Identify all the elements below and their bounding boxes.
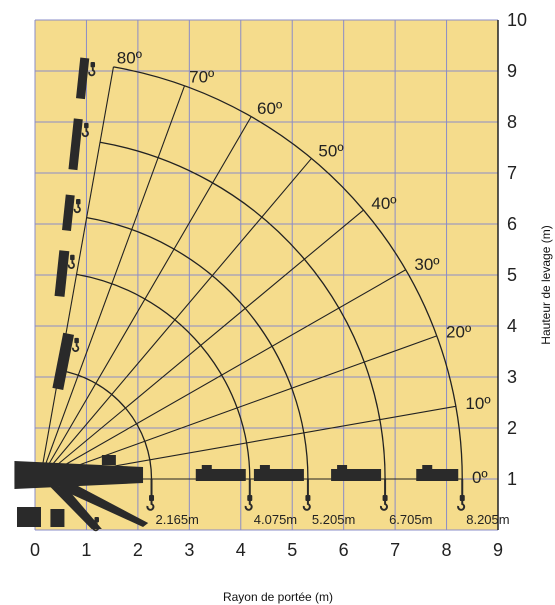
boom-section	[195, 469, 246, 481]
y-tick-label: 5	[507, 265, 517, 285]
hook-icon	[73, 198, 81, 214]
grid	[34, 19, 499, 531]
x-tick-label: 2	[133, 540, 143, 560]
boom-cap	[422, 465, 433, 471]
x-tick-label: 3	[184, 540, 194, 560]
y-tick-label: 9	[507, 61, 517, 81]
reach-label: 5.205m	[312, 512, 355, 527]
reach-label: 6.705m	[389, 512, 432, 527]
reach-label: 4.075m	[254, 512, 297, 527]
y-tick-label: 10	[507, 10, 527, 30]
x-tick-label: 0	[30, 540, 40, 560]
angle-label: 30º	[414, 255, 439, 274]
x-axis-label: Rayon de portée (m)	[223, 590, 333, 604]
hook-icon	[380, 495, 388, 511]
angle-label: 50º	[318, 142, 343, 161]
reach-arc	[86, 216, 309, 480]
hook-icon	[81, 122, 89, 138]
hook-icon	[72, 337, 80, 353]
y-tick-label: 8	[507, 112, 517, 132]
reach-label: 8.205m	[466, 512, 509, 527]
x-tick-label: 1	[81, 540, 91, 560]
hook-icon	[457, 495, 466, 511]
angle-ray	[39, 269, 406, 480]
x-tick-label: 7	[390, 540, 400, 560]
boom-cap	[259, 465, 270, 471]
reach-arc	[76, 273, 251, 480]
angle-ray	[39, 116, 252, 480]
y-tick-label: 2	[507, 418, 517, 438]
angle-label: 60º	[257, 99, 282, 118]
angle-ray	[39, 209, 364, 480]
y-tick-label: 7	[507, 163, 517, 183]
boom-cap	[201, 465, 212, 471]
hook-icon	[92, 517, 100, 532]
angle-label: 20º	[446, 322, 471, 341]
reach-label: 2.165m	[156, 512, 199, 527]
y-tick-label: 6	[507, 214, 517, 234]
hook-icon	[88, 62, 96, 77]
boom-raised	[52, 332, 75, 390]
reach-arc	[59, 369, 153, 480]
hook-icon	[146, 495, 155, 511]
hook-icon	[302, 495, 311, 511]
angle-label: 40º	[371, 194, 396, 213]
y-tick-label: 1	[507, 469, 517, 489]
y-tick-label: 4	[507, 316, 517, 336]
hook-icon	[67, 254, 75, 269]
angle-ray	[39, 158, 312, 480]
crane-base-icon	[14, 455, 149, 529]
labels: 0 1 2 3 4 5 6 7 8 9 1 2 3 4 5 6 7 8 9 10 0º 10º 20º 30º 40º 50º 60…	[30, 10, 527, 560]
x-tick-label: 4	[236, 540, 246, 560]
crane-silhouettes	[14, 57, 466, 532]
x-tick-label: 8	[442, 540, 452, 560]
boom-raised	[54, 250, 70, 297]
x-tick-label: 9	[493, 540, 503, 560]
boom-section	[416, 469, 459, 481]
boom-section	[253, 469, 304, 481]
y-axis-label: Hauteur de levage (m)	[539, 225, 553, 344]
reach-arc	[113, 66, 463, 480]
x-tick-label: 6	[339, 540, 349, 560]
x-tick-label: 5	[287, 540, 297, 560]
angle-ray	[39, 66, 114, 480]
boom-section	[331, 469, 382, 481]
boom-cap	[337, 465, 348, 471]
angle-label: 80º	[117, 48, 142, 67]
angle-label: 70º	[189, 68, 214, 87]
reach-arc	[99, 141, 386, 480]
angle-label: 0º	[472, 468, 488, 487]
angle-label: 10º	[465, 394, 490, 413]
boom-raised	[76, 57, 90, 100]
boom-raised	[62, 194, 75, 231]
y-tick-label: 3	[507, 367, 517, 387]
boom-raised	[68, 118, 83, 171]
reach-arcs	[59, 66, 463, 480]
hook-icon	[244, 495, 253, 511]
angle-ray	[39, 85, 186, 480]
